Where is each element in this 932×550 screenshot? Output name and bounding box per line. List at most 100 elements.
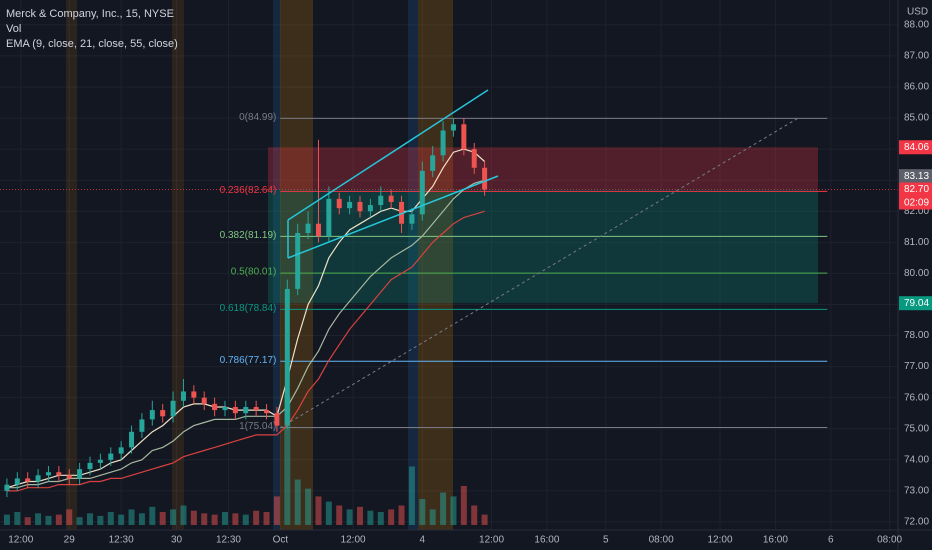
candle-body: [222, 406, 228, 411]
volume-bar: [284, 395, 291, 525]
candle-body: [160, 410, 166, 417]
y-tick-label: 73.00: [904, 485, 929, 496]
candle-body: [45, 472, 51, 476]
candle-body: [461, 124, 467, 150]
x-tick-label: 30: [171, 535, 183, 546]
volume-bar: [118, 514, 125, 525]
stop-zone: [268, 147, 818, 190]
candle-body: [357, 201, 363, 212]
candle-body: [87, 462, 93, 470]
price-label-box: [899, 182, 932, 197]
volume-bar: [149, 506, 156, 525]
volume-bar: [315, 496, 322, 525]
volume-bar: [87, 513, 93, 525]
candle-body: [232, 406, 238, 414]
indicator-label: EMA (9, close, 21, close, 55, close): [6, 38, 178, 50]
session-band: [418, 0, 453, 530]
fib-label: 1(75.04): [239, 421, 276, 432]
volume-bar: [367, 510, 374, 525]
volume-bar: [66, 509, 73, 525]
fib-label: 0(84.99): [239, 112, 276, 123]
volume-bar: [24, 517, 31, 525]
price-label: 79.04: [904, 298, 929, 309]
fibonacci: 0(84.99) 0.236(82.64) 0.382(81.19) 0.5(80.0…: [220, 112, 828, 432]
y-tick-label: 82.00: [904, 206, 929, 217]
price-label-box: [899, 296, 932, 311]
volume-bar: [419, 499, 426, 525]
candle-body: [129, 431, 135, 448]
candle-body: [450, 124, 456, 131]
fib-label: 0.786(77.17): [220, 355, 277, 366]
volume-bar: [460, 486, 467, 525]
y-tick-label: 85.00: [904, 113, 929, 124]
volume-bar: [170, 509, 177, 525]
x-tick-label: 29: [64, 535, 76, 546]
price-label: 83.13: [904, 171, 929, 182]
fib-label: 0.236(82.64): [220, 185, 277, 196]
axes: 72.0073.0074.0075.0076.0077.0078.0079.00…: [8, 19, 932, 546]
session-band: [273, 0, 280, 530]
countdown-box: [899, 196, 932, 210]
volume-bar: [305, 488, 312, 525]
candle-body: [253, 406, 259, 411]
y-tick-label: 76.00: [904, 392, 929, 403]
price-label: 84.06: [904, 142, 929, 153]
candle-body: [284, 288, 290, 426]
volume-bar: [336, 505, 343, 525]
candle-body: [336, 198, 342, 209]
volume-bar: [429, 509, 436, 525]
currency: USD: [907, 7, 928, 18]
y-tick-label: 75.00: [904, 423, 929, 434]
price-label: 82.70: [904, 184, 929, 195]
volume-bar: [180, 505, 187, 525]
candle-body: [14, 478, 20, 485]
volume-bar: [481, 514, 488, 525]
volume-bar: [294, 479, 301, 525]
volume-bar: [398, 505, 405, 525]
candle-body: [326, 198, 332, 237]
candle-body: [471, 149, 477, 168]
volume-bar: [201, 513, 208, 525]
countdown: 02:09: [904, 198, 929, 209]
candle-body: [118, 447, 124, 454]
channel-line: [287, 89, 489, 221]
volume-bar: [3, 514, 10, 525]
volume-bar: [76, 517, 83, 525]
x-tick-label: 12:00: [341, 535, 366, 546]
candle-body: [139, 419, 145, 432]
ema-line: [6, 210, 485, 492]
candle-body: [399, 201, 405, 224]
candle-body: [201, 397, 207, 404]
candle-body: [409, 214, 415, 224]
candle-body: [243, 406, 249, 414]
x-tick-label: 16:00: [534, 535, 559, 546]
volume-bar: [138, 513, 145, 525]
candle-body: [295, 233, 301, 289]
candle-body: [191, 391, 197, 398]
candle-body: [315, 223, 321, 237]
candle-body: [274, 413, 280, 426]
chart-title: Merck & Company, Inc., 15, NYSE: [6, 8, 174, 20]
volume-bar: [450, 496, 457, 525]
candle-body: [430, 155, 436, 171]
volume-bar: [471, 505, 478, 525]
session-band: [66, 0, 77, 530]
x-tick-label: Oct: [273, 535, 289, 546]
candle-body: [149, 410, 155, 420]
volume-bar: [211, 514, 218, 525]
volume-bar: [242, 514, 249, 525]
candle-body: [170, 400, 176, 417]
volume-bar: [190, 510, 197, 525]
candle-body: [305, 223, 311, 234]
candle-body: [440, 130, 446, 156]
y-tick-label: 78.00: [904, 330, 929, 341]
volume-bar: [346, 509, 353, 525]
candle-body: [347, 201, 353, 209]
candle-body: [108, 453, 114, 460]
volume-bar: [14, 512, 21, 525]
fib-label: 0.382(81.19): [220, 230, 277, 241]
drawings: [279, 89, 801, 429]
fib-label: 0.5(80.01): [231, 267, 277, 278]
